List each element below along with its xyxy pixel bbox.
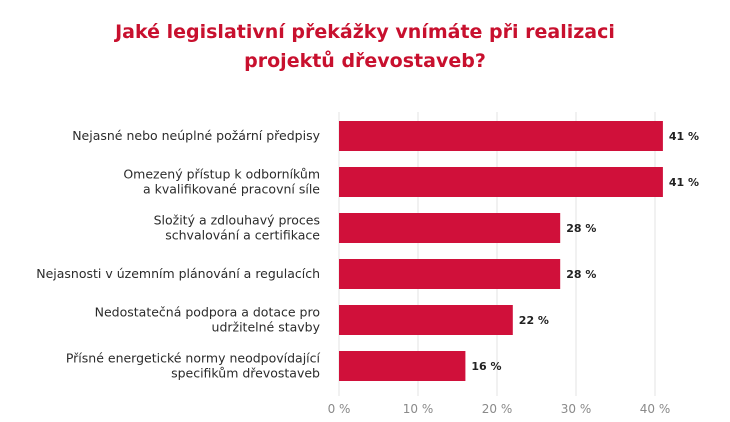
bar — [339, 167, 663, 197]
value-label: 28 % — [566, 268, 596, 281]
chart-title: Jaké legislativní překážky vnímáte při r… — [113, 21, 615, 72]
bar — [339, 121, 663, 151]
chart-title-line-1: Jaké legislativní překážky vnímáte při r… — [113, 21, 615, 43]
x-tick-label: 20 % — [482, 402, 513, 416]
category-label: Omezený přístup k odborníkům — [123, 167, 320, 182]
category-labels: Nejasné nebo neúplné požární předpisy Ome… — [36, 128, 320, 381]
category-label: specifikům dřevostaveb — [171, 366, 320, 381]
value-label: 28 % — [566, 222, 596, 235]
category-label: a kvalifikované pracovní síle — [143, 182, 320, 197]
value-label: 22 % — [519, 314, 549, 327]
category-label: Složitý a zdlouhavý proces — [154, 213, 320, 228]
x-tick-label: 40 % — [640, 402, 671, 416]
category-label: Nejasné nebo neúplné požární předpisy — [72, 128, 320, 143]
bar — [339, 213, 561, 243]
x-axis-tick-labels: 0 % 10 % 20 % 30 % 40 % — [328, 402, 671, 416]
value-label: 16 % — [471, 360, 501, 373]
x-tick-label: 0 % — [328, 402, 351, 416]
value-label: 41 % — [669, 176, 699, 189]
bar — [339, 305, 513, 335]
category-label: Nedostatečná podpora a dotace pro — [95, 305, 320, 320]
category-label: udržitelné stavby — [212, 320, 321, 335]
category-label: Nejasnosti v územním plánování a regulac… — [36, 266, 320, 281]
category-label: Přísné energetické normy neodpovídající — [66, 351, 321, 366]
value-labels: 41 % 41 % 28 % 28 % 22 % 16 % — [471, 130, 699, 373]
bars — [339, 121, 663, 381]
value-label: 41 % — [669, 130, 699, 143]
bar — [339, 259, 561, 289]
gridlines — [338, 112, 656, 396]
bar — [339, 351, 466, 381]
category-label: schvalování a certifikace — [165, 228, 320, 243]
x-tick-label: 30 % — [561, 402, 592, 416]
chart-title-line-2: projektů dřevostaveb? — [244, 49, 486, 72]
x-tick-label: 10 % — [403, 402, 434, 416]
